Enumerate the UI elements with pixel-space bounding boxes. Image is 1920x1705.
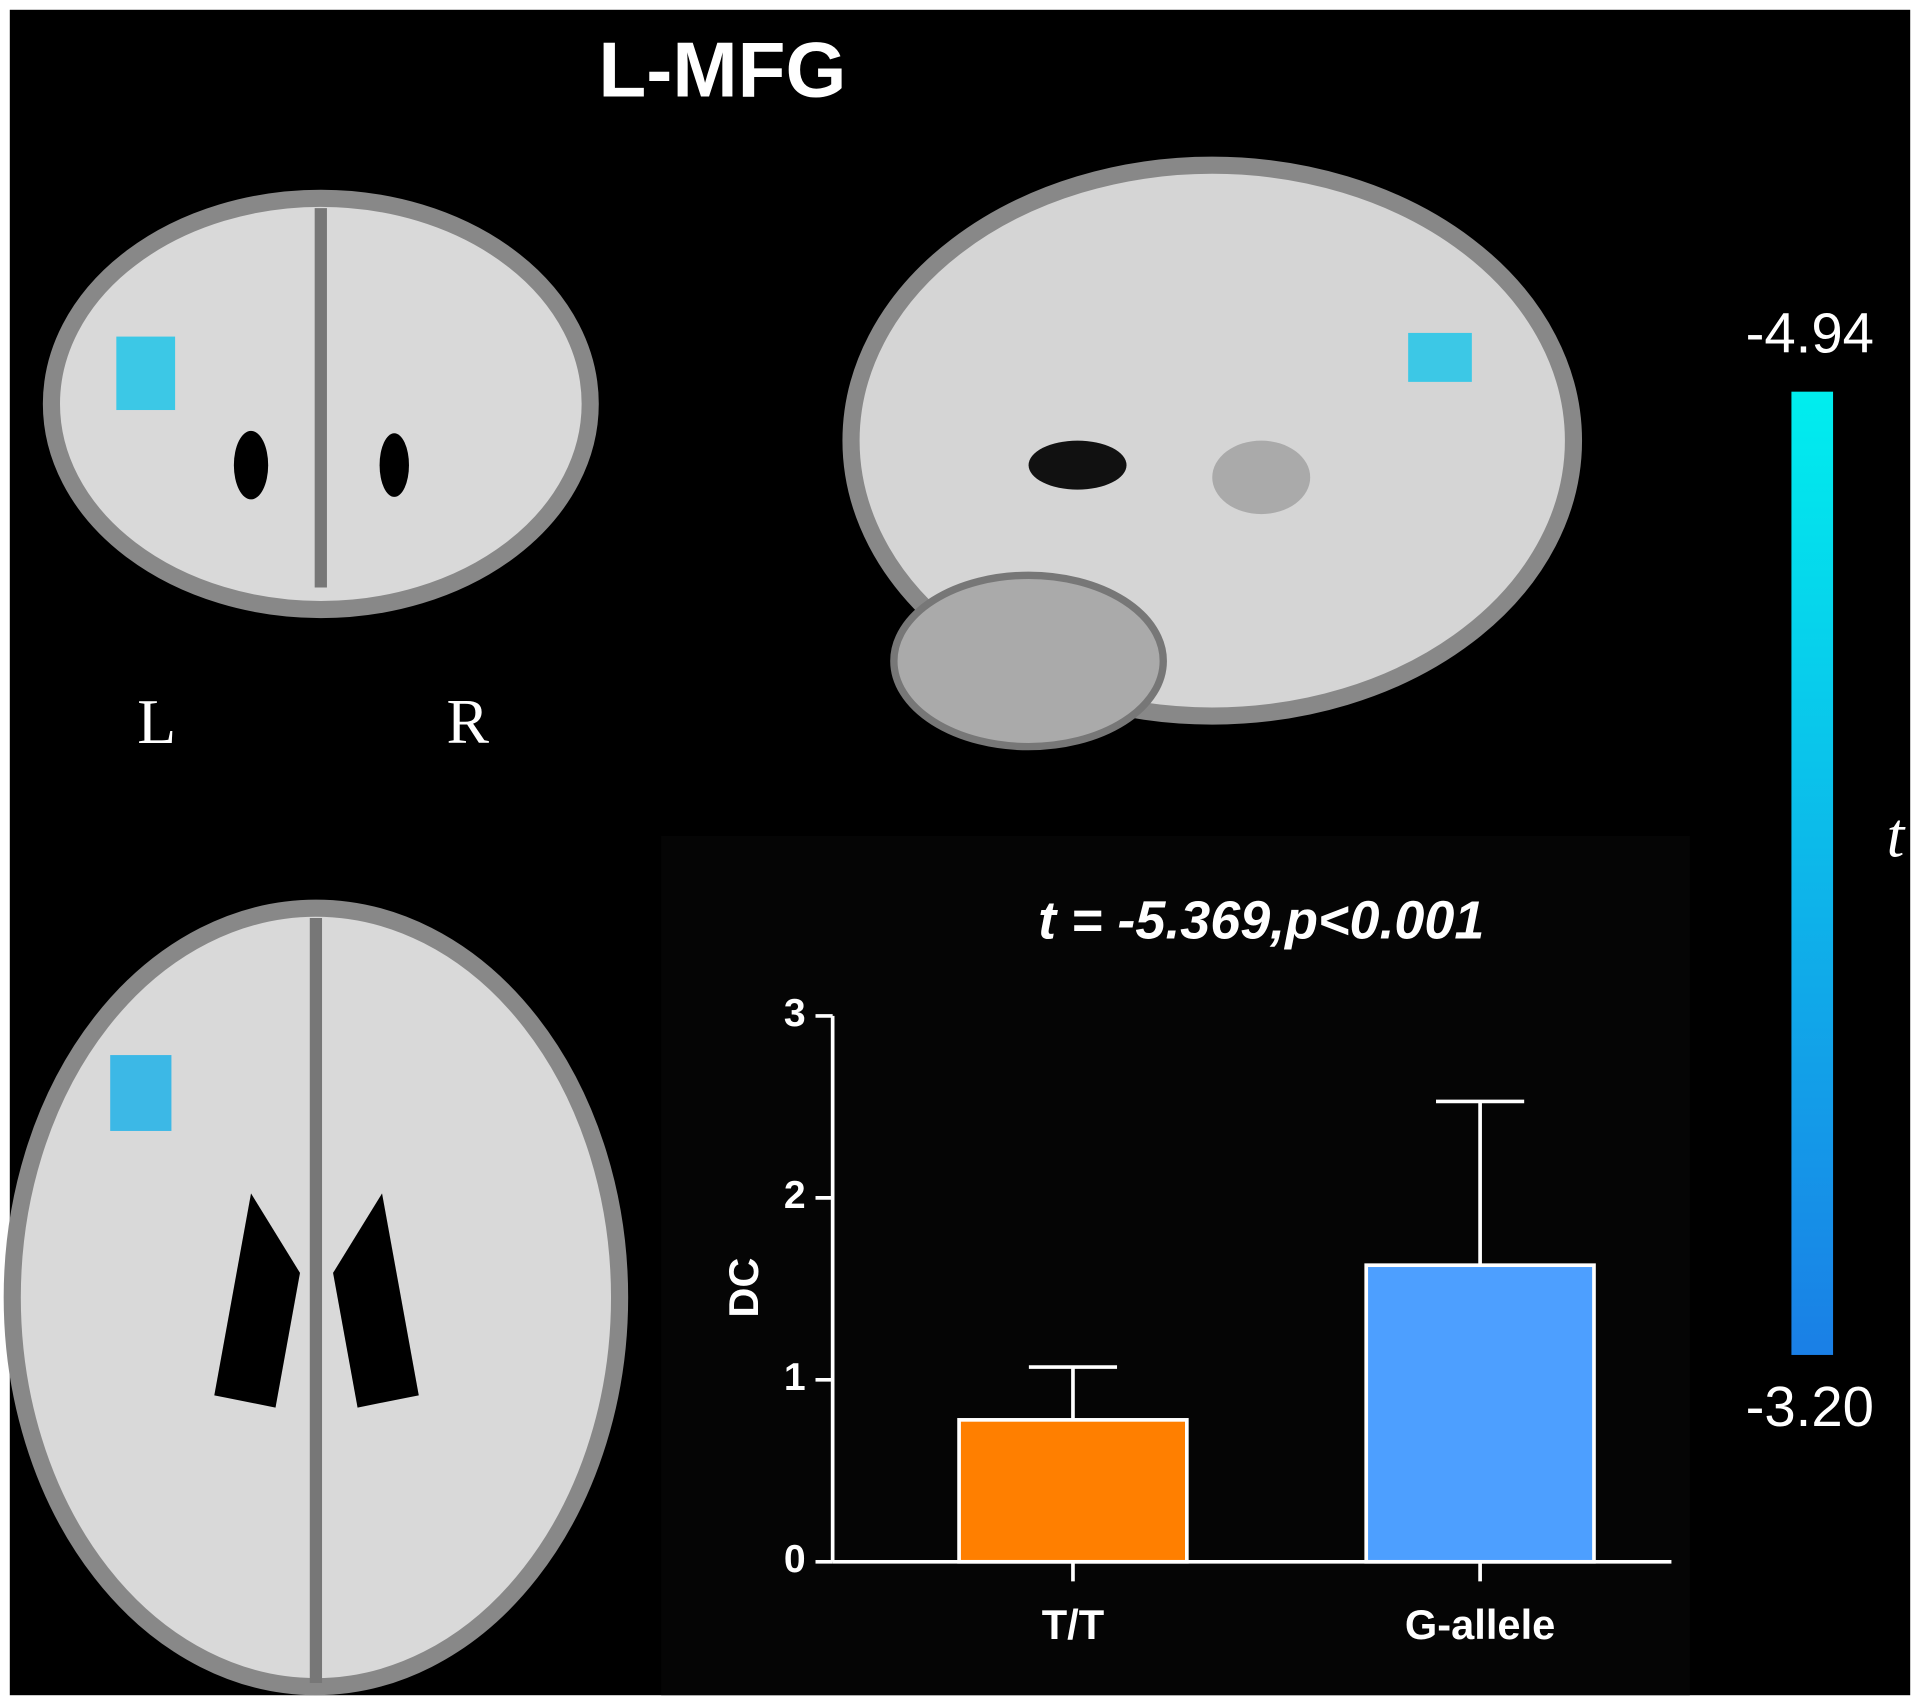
bar xyxy=(1364,1263,1596,1564)
figure-title: L-MFG xyxy=(598,26,846,114)
axial-slice xyxy=(3,899,629,1696)
y-tick-label: 2 xyxy=(784,1174,806,1217)
colorbar-tick-label: -3.20 xyxy=(1746,1375,1874,1438)
y-tick-label: 3 xyxy=(784,992,806,1035)
x-tick-label: G-allele xyxy=(1405,1601,1555,1648)
y-tick-label: 0 xyxy=(784,1538,806,1581)
right-label: R xyxy=(447,686,490,757)
colorbar-label: t xyxy=(1887,800,1906,871)
colorbar-tick-label: -4.94 xyxy=(1746,302,1874,365)
y-tick-label: 1 xyxy=(784,1356,806,1399)
colorbar xyxy=(1791,391,1834,1355)
sagittal-slice xyxy=(842,156,1583,751)
y-axis-label: DC xyxy=(720,1258,767,1318)
x-tick-label: T/T xyxy=(1042,1601,1104,1648)
bar xyxy=(957,1418,1189,1564)
left-label: L xyxy=(137,686,176,757)
chart-title: t = -5.369,p<0.001 xyxy=(1038,890,1484,950)
coronal-slice xyxy=(42,189,599,619)
